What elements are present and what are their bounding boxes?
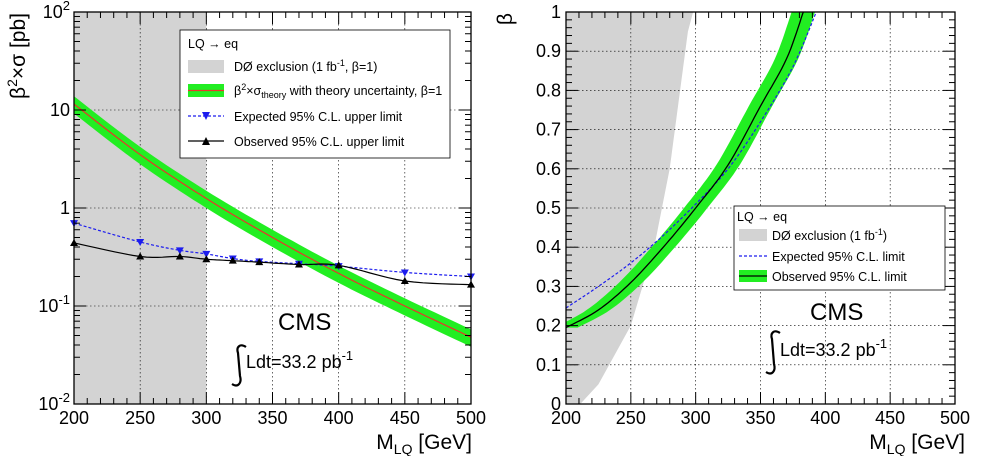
experiment-label: CMS	[278, 309, 331, 336]
x-tick-label: 500	[940, 408, 970, 428]
x-tick-labels: 200 250 300 350 400 450 500	[551, 408, 970, 428]
x-tick-label: 350	[745, 408, 775, 428]
legend: LQ → eq DØ exclusion (1 fb-1) Expected 9…	[733, 205, 946, 291]
limit-marker	[202, 250, 211, 258]
legend-entry-observed: Observed 95% C.L. limit	[772, 270, 907, 284]
limit-marker	[136, 252, 145, 260]
y-tick-label: 0.9	[536, 41, 561, 61]
legend-swatch-d0	[188, 60, 224, 73]
limit-marker	[175, 252, 184, 260]
x-tick-label: 250	[616, 408, 646, 428]
legend-entry-observed: Observed 95% C.L. upper limit	[234, 135, 405, 149]
x-axis-label: MLQ [GeV]	[869, 431, 965, 456]
x-axis-label: MLQ [GeV]	[376, 431, 472, 456]
limit-marker	[334, 261, 343, 269]
y-tick-label: 0.6	[536, 159, 561, 179]
y-tick-label: 10	[50, 100, 70, 120]
legend: LQ → eq DØ exclusion (1 fb-1, β=1) β2×σt…	[179, 29, 451, 159]
limit-marker	[400, 269, 409, 277]
y-tick-label: 0.4	[536, 237, 561, 257]
legend-entry-d0: DØ exclusion (1 fb-1)	[772, 227, 887, 243]
x-tick-label: 200	[551, 408, 581, 428]
limit-marker	[400, 276, 409, 284]
expected-limit-line	[73, 222, 472, 278]
legend-entry-d0: DØ exclusion (1 fb-1, β=1)	[234, 58, 377, 74]
y-axis-label: β2×σ [pb]	[4, 13, 30, 99]
x-tick-label: 250	[125, 408, 155, 428]
y-tick-label: 10-1	[38, 292, 70, 316]
y-tick-label: 0.1	[536, 355, 561, 375]
y-tick-label: 0.3	[536, 276, 561, 296]
axis-ticks	[565, 11, 956, 405]
y-axis-label: β	[494, 13, 517, 25]
experiment-label: CMS	[810, 299, 863, 326]
y-tick-label: 0	[551, 394, 561, 414]
cross-section-limit-chart: 200 250 300 350 400 450 500 102 10 1 10-1 10-2 MLQ…	[4, 0, 486, 456]
legend-swatch-d0	[739, 229, 767, 241]
x-tick-label: 200	[59, 408, 89, 428]
y-tick-label: 0.5	[536, 198, 561, 218]
luminosity-label: Ldt=33.2 pb-1	[780, 336, 887, 360]
legend-marker-expected	[202, 112, 210, 120]
y-tick-label: 1	[551, 2, 561, 22]
limit-marker	[255, 258, 264, 266]
y-tick-label: 0.2	[536, 316, 561, 336]
legend-entry-expected: Expected 95% C.L. limit	[772, 250, 905, 264]
x-tick-label: 400	[324, 408, 354, 428]
observed-limit-line	[566, 12, 804, 329]
y-tick-label: 102	[43, 0, 70, 22]
x-tick-labels: 200 250 300 350 400 450 500	[59, 408, 486, 428]
integral-sign	[231, 344, 247, 387]
y-tick-labels: 102 10 1 10-1 10-2	[38, 0, 70, 414]
y-tick-labels: 0 0.1 0.2 0.3 0.4 0.5 0.6 0.7 0.8 0.9 1	[536, 2, 561, 414]
y-tick-label: 10-2	[38, 390, 70, 414]
theory-uncertainty-band	[74, 96, 471, 347]
legend-header: LQ → eq	[737, 210, 787, 224]
legend-entry-theory: β2×σtheory with theory uncertainty, β=1	[234, 82, 442, 100]
legend-entry-expected: Expected 95% C.L. upper limit	[234, 110, 403, 124]
x-tick-label: 300	[191, 408, 221, 428]
integral-sign	[765, 330, 781, 375]
x-tick-label: 500	[456, 408, 486, 428]
limit-marker	[294, 260, 303, 268]
x-tick-label: 450	[875, 408, 905, 428]
axis-ticks	[73, 12, 472, 405]
y-tick-label: 1	[60, 198, 70, 218]
observed-limit-band	[566, 12, 815, 328]
legend-box	[179, 29, 451, 159]
x-tick-label: 400	[810, 408, 840, 428]
y-tick-label: 0.7	[536, 120, 561, 140]
x-tick-label: 350	[257, 408, 287, 428]
theory-cross-section-line	[74, 103, 471, 338]
beta-limit-chart: 200 250 300 350 400 450 500 0 0.1 0.2 0.3 0.4 0.5 0.…	[494, 2, 970, 456]
limit-marker	[202, 255, 211, 263]
limit-marker	[136, 238, 145, 246]
expected-limit-line	[566, 12, 817, 309]
x-tick-label: 450	[390, 408, 420, 428]
limit-marker	[228, 256, 237, 264]
legend-box	[733, 205, 946, 291]
x-tick-label: 300	[681, 408, 711, 428]
observed-limit-line	[73, 242, 472, 286]
legend-header: LQ → eq	[188, 37, 238, 51]
legend-marker-observed	[202, 137, 210, 145]
y-tick-label: 0.8	[536, 80, 561, 100]
limit-marker	[175, 247, 184, 255]
luminosity-label: Ldt=33.2 pb-1	[246, 348, 353, 372]
